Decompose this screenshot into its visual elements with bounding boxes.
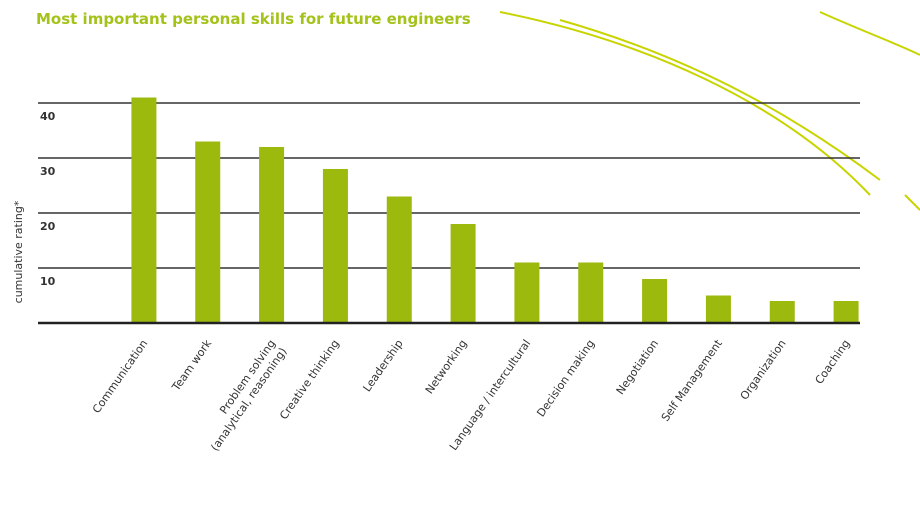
y-tick-label: 10 <box>40 275 56 288</box>
bar <box>770 301 795 323</box>
x-tick-label: Problem solving(analytical, reasoning) <box>197 337 290 453</box>
bar <box>578 263 603 324</box>
bar <box>451 224 476 323</box>
decoration <box>500 12 920 210</box>
chart-title: Most important personal skills for futur… <box>36 10 471 28</box>
bar <box>323 169 348 323</box>
x-tick-label: Organization <box>738 337 789 402</box>
x-tick-label: Creative thinking <box>277 337 342 422</box>
bar <box>195 142 220 324</box>
bar <box>642 279 667 323</box>
decorative-curve <box>905 195 920 210</box>
bar <box>387 197 412 324</box>
x-tick-label: Negotiation <box>614 337 661 397</box>
y-tick-label: 30 <box>40 165 56 178</box>
y-tick-label: 40 <box>40 110 56 123</box>
bar <box>131 98 156 324</box>
x-tick-label: Coaching <box>813 337 853 386</box>
x-tick-label: Communication <box>90 337 150 416</box>
page: Most important personal skills for futur… <box>0 0 920 517</box>
bar <box>834 301 859 323</box>
y-tick-label: 20 <box>40 220 56 233</box>
bar <box>514 263 539 324</box>
x-tick-label-line: (analytical, reasoning) <box>208 345 289 453</box>
chart: Most important personal skills for futur… <box>0 0 920 513</box>
bar <box>259 147 284 323</box>
bar <box>706 296 731 324</box>
x-tick-label: Decision making <box>534 337 597 419</box>
y-axis-label: cumulative rating* <box>12 200 25 303</box>
x-tick-label: Team work <box>169 337 215 394</box>
x-tick-label: Self Management <box>659 337 725 424</box>
decorative-curve <box>560 20 880 180</box>
x-tick-label: Leadership <box>360 337 405 394</box>
decorative-curve <box>820 12 920 55</box>
x-tick-label: Networking <box>423 337 470 396</box>
